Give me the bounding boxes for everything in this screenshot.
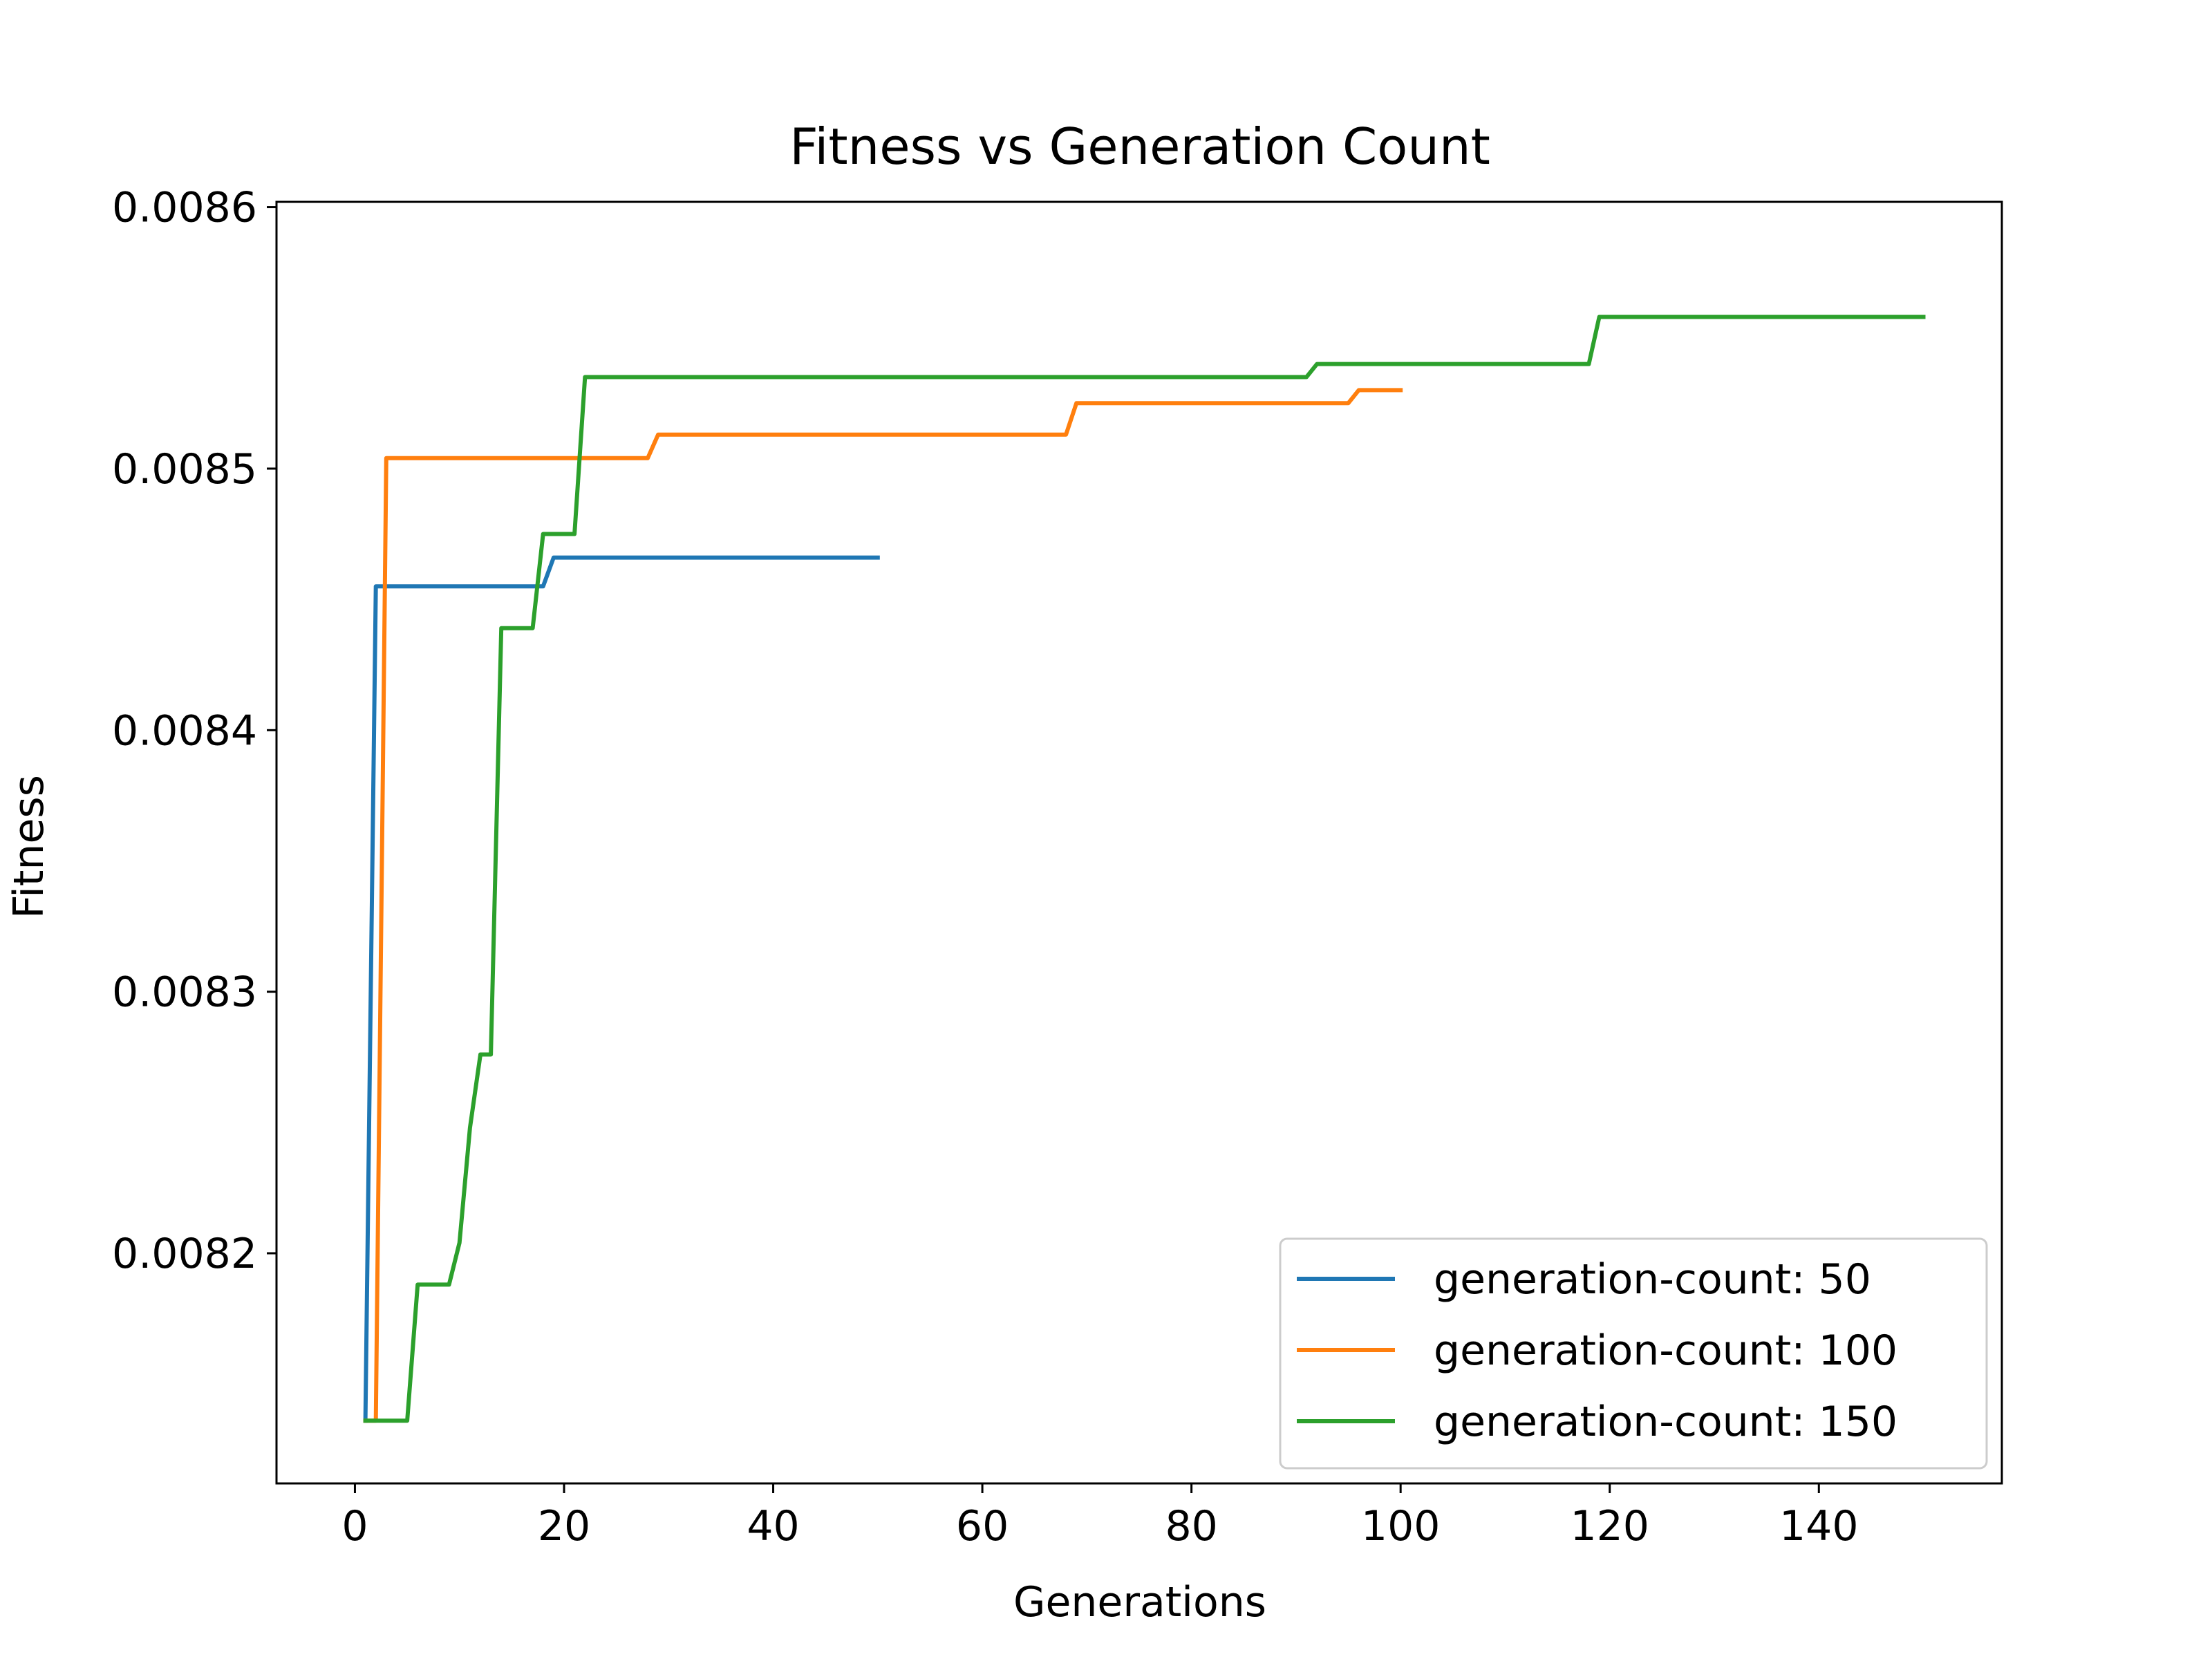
- series-line-2: [363, 388, 1403, 1423]
- legend-label-3: generation-count: 150: [1434, 1398, 1897, 1446]
- axis-ticks: 0 20 40 60 80 100 120 140 0.0082 0.0083 0.0084 0.00…: [112, 184, 1858, 1550]
- y-tick-label: 0.0085: [112, 445, 257, 494]
- x-tick-label: 40: [747, 1502, 799, 1550]
- x-tick-label: 20: [538, 1502, 590, 1550]
- x-axis-label: Generations: [1013, 1578, 1266, 1627]
- legend-label-1: generation-count: 50: [1434, 1255, 1871, 1304]
- series-line-3: [363, 315, 1926, 1423]
- x-tick-label: 0: [341, 1502, 368, 1550]
- y-tick-label: 0.0083: [112, 968, 257, 1017]
- series-line-1: [363, 555, 880, 1423]
- legend: generation-count: 50 generation-count: 10…: [1279, 1237, 1988, 1470]
- y-tick-label: 0.0082: [112, 1230, 257, 1278]
- x-tick-label: 100: [1361, 1502, 1441, 1550]
- x-tick-label: 140: [1779, 1502, 1859, 1550]
- y-tick-label: 0.0086: [112, 184, 257, 232]
- x-tick-label: 60: [956, 1502, 1009, 1550]
- x-tick-label: 120: [1570, 1502, 1649, 1550]
- legend-label-2: generation-count: 100: [1434, 1327, 1897, 1375]
- y-axis-label: Fitness: [5, 775, 53, 919]
- plot-area: [363, 315, 1926, 1423]
- axes-frame: [275, 200, 2003, 1485]
- legend-box: [1279, 1237, 1988, 1470]
- y-tick-label: 0.0084: [112, 706, 257, 755]
- x-tick-label: 80: [1165, 1502, 1217, 1550]
- chart-title: Fitness vs Generation Count: [789, 118, 1490, 176]
